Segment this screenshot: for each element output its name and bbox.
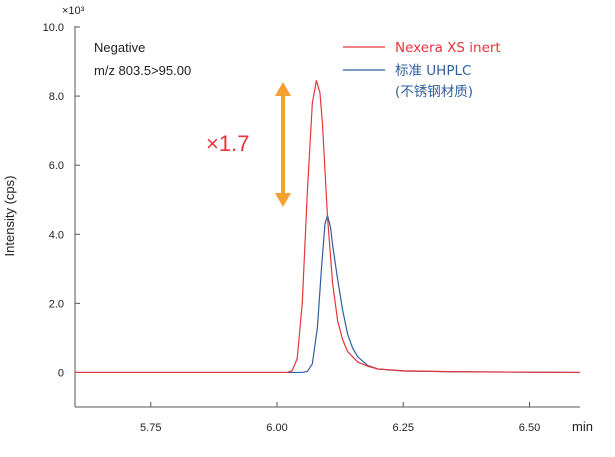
y-axis-label: Intensity (cps) (2, 176, 17, 257)
y-multiplier-label: ×10³ (62, 5, 85, 17)
fold-change-arrow (275, 82, 291, 207)
legend: Nexera XS inert 标准 UHPLC (不锈钢材质) (343, 40, 501, 100)
y-tick-label: 4.0 (49, 229, 64, 241)
x-tick-label: 6.25 (393, 422, 414, 434)
series-line-nexera (75, 79, 581, 374)
y-ticks: 0 2.0 4.0 6.0 8.0 10.0 (43, 22, 80, 379)
x-ticks: 5.75 6.00 6.25 6.50 (140, 402, 540, 434)
legend-label-red: Nexera XS inert (395, 40, 501, 56)
x-tick-label: 5.75 (140, 422, 161, 434)
legend-label-blue-line2: (不锈钢材质) (395, 84, 473, 100)
y-tick-label: 6.0 (49, 160, 64, 172)
y-tick-label: 10.0 (43, 22, 64, 34)
legend-label-blue: 标准 UHPLC (395, 63, 471, 79)
mode-annotation: Negative (94, 40, 145, 55)
fold-change-label: ×1.7 (206, 131, 249, 156)
y-tick-label: 0 (58, 367, 64, 379)
x-axis-unit-label: min (572, 419, 593, 434)
x-tick-label: 6.00 (266, 422, 287, 434)
y-tick-label: 8.0 (49, 91, 64, 103)
series-line-standard-uhplc (75, 214, 581, 374)
series-layer (75, 79, 581, 374)
x-tick-label: 6.50 (519, 422, 540, 434)
transition-annotation: m/z 803.5>95.00 (94, 63, 191, 78)
y-tick-label: 2.0 (49, 298, 64, 310)
